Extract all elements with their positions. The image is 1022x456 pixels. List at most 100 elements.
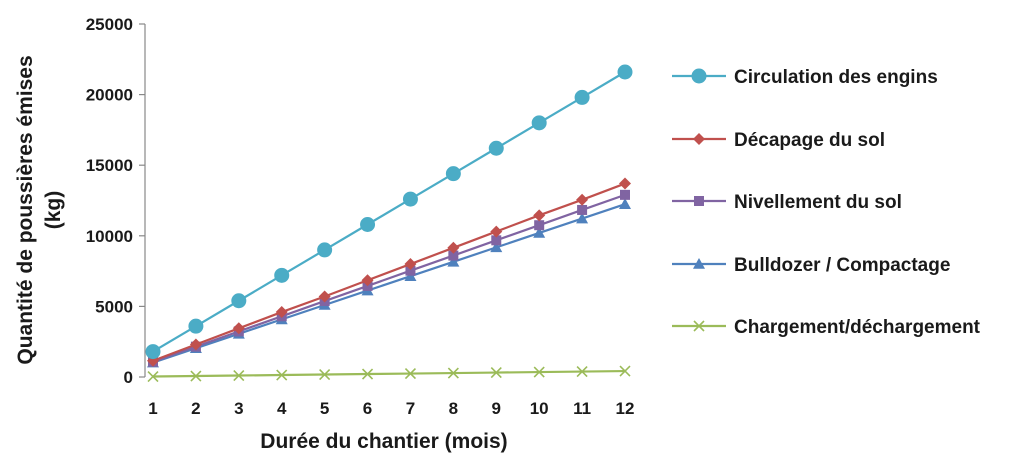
data-point: [576, 193, 589, 206]
x-tick-label: 2: [191, 399, 200, 418]
series-bulldozer-compactage: [147, 198, 631, 368]
y-tick-label: 20000: [86, 86, 133, 105]
marker-stroke: [619, 365, 631, 377]
series-chargement-dechargement: [147, 365, 631, 383]
data-point: [188, 318, 204, 334]
data-point: [576, 212, 589, 224]
x-tick-label: 11: [573, 399, 591, 418]
data-point: [447, 367, 459, 379]
data-point: [232, 322, 245, 335]
data-point: [531, 115, 547, 131]
legend-label: Bulldozer / Compactage: [734, 255, 950, 276]
x-tick-label: 1: [148, 399, 157, 418]
legend-marker: [693, 258, 705, 269]
data-point: [491, 235, 502, 246]
legend-marker: [693, 133, 705, 145]
data-point: [619, 365, 631, 377]
legend: Circulation des engins Décapage du sol Niv…: [672, 67, 981, 338]
marker-stroke: [447, 367, 459, 379]
data-point: [447, 241, 460, 254]
data-point: [447, 255, 460, 267]
data-point: [617, 64, 633, 80]
legend-marker: [691, 68, 707, 84]
x-tick-label: 6: [363, 399, 372, 418]
data-point: [318, 290, 331, 303]
data-point: [533, 209, 546, 222]
series-group: [145, 64, 633, 383]
marker-stroke: [319, 368, 331, 381]
data-point: [189, 338, 202, 351]
data-point: [488, 140, 504, 156]
x-axis-title: Durée du chantier (mois): [260, 430, 507, 453]
legend-entry: Chargement/déchargement: [672, 317, 981, 338]
data-point: [490, 366, 502, 379]
x-tick-label: 3: [234, 399, 243, 418]
data-point: [574, 89, 590, 105]
data-point: [231, 293, 247, 309]
legend-label: Circulation des engins: [734, 67, 938, 88]
data-point: [619, 177, 631, 190]
y-tick-label: 5000: [95, 297, 133, 316]
y-tick-label: 0: [124, 368, 133, 387]
data-point: [448, 250, 459, 261]
series-line: [152, 193, 626, 363]
data-point: [576, 365, 588, 378]
marker-stroke: [361, 368, 374, 380]
marker-stroke: [693, 320, 705, 332]
legend-marker: [694, 196, 704, 206]
legend-label: Décapage du sol: [734, 130, 885, 151]
data-point: [276, 369, 288, 381]
series-line: [152, 182, 626, 362]
data-point: [361, 274, 374, 287]
x-tick-label: 5: [320, 399, 329, 418]
x-tick-label: 4: [277, 399, 287, 418]
x-tick-label: 7: [406, 399, 415, 418]
data-point: [402, 191, 418, 207]
data-point: [275, 306, 288, 319]
series-line: [152, 71, 626, 353]
y-tick-label: 15000: [86, 156, 133, 175]
data-point: [147, 370, 159, 383]
data-point: [319, 368, 331, 381]
x-tick-label: 8: [449, 399, 458, 418]
series-decapage-du-sol: [147, 177, 631, 367]
data-point: [145, 344, 161, 360]
legend-entry: Circulation des engins: [672, 67, 938, 88]
data-point: [274, 267, 290, 283]
y-tick-label: 10000: [86, 227, 133, 246]
marker-stroke: [147, 370, 159, 383]
legend-entry: Nivellement du sol: [672, 192, 902, 213]
legend-label: Nivellement du sol: [734, 192, 902, 213]
data-point: [233, 369, 245, 382]
marker-stroke: [533, 366, 545, 378]
data-point: [577, 204, 588, 215]
data-point: [405, 265, 416, 276]
series-line: [152, 369, 626, 378]
legend-entry: Décapage du sol: [672, 130, 885, 151]
marker-stroke: [233, 369, 245, 382]
legend-marker: [693, 320, 705, 332]
x-tick-label: 10: [530, 399, 549, 418]
data-point: [533, 226, 546, 238]
marker-stroke: [404, 367, 417, 380]
series-circulation-des-engins: [145, 64, 633, 360]
data-point: [534, 220, 545, 231]
marker-stroke: [276, 369, 288, 381]
data-point: [490, 241, 503, 253]
marker-stroke: [490, 366, 502, 379]
data-point: [404, 258, 417, 271]
x-tick-label: 12: [616, 399, 635, 418]
legend-label: Chargement/déchargement: [734, 317, 981, 338]
x-tick-label: 9: [492, 399, 501, 418]
marker-stroke: [576, 365, 588, 378]
y-axis-title-line1: Quantité de poussières émises: [14, 55, 37, 364]
series-line: [152, 203, 626, 364]
data-point: [620, 189, 630, 200]
legend-entry: Bulldozer / Compactage: [672, 255, 950, 276]
data-point: [533, 366, 545, 378]
data-point: [490, 225, 503, 238]
marker-stroke: [190, 370, 202, 382]
